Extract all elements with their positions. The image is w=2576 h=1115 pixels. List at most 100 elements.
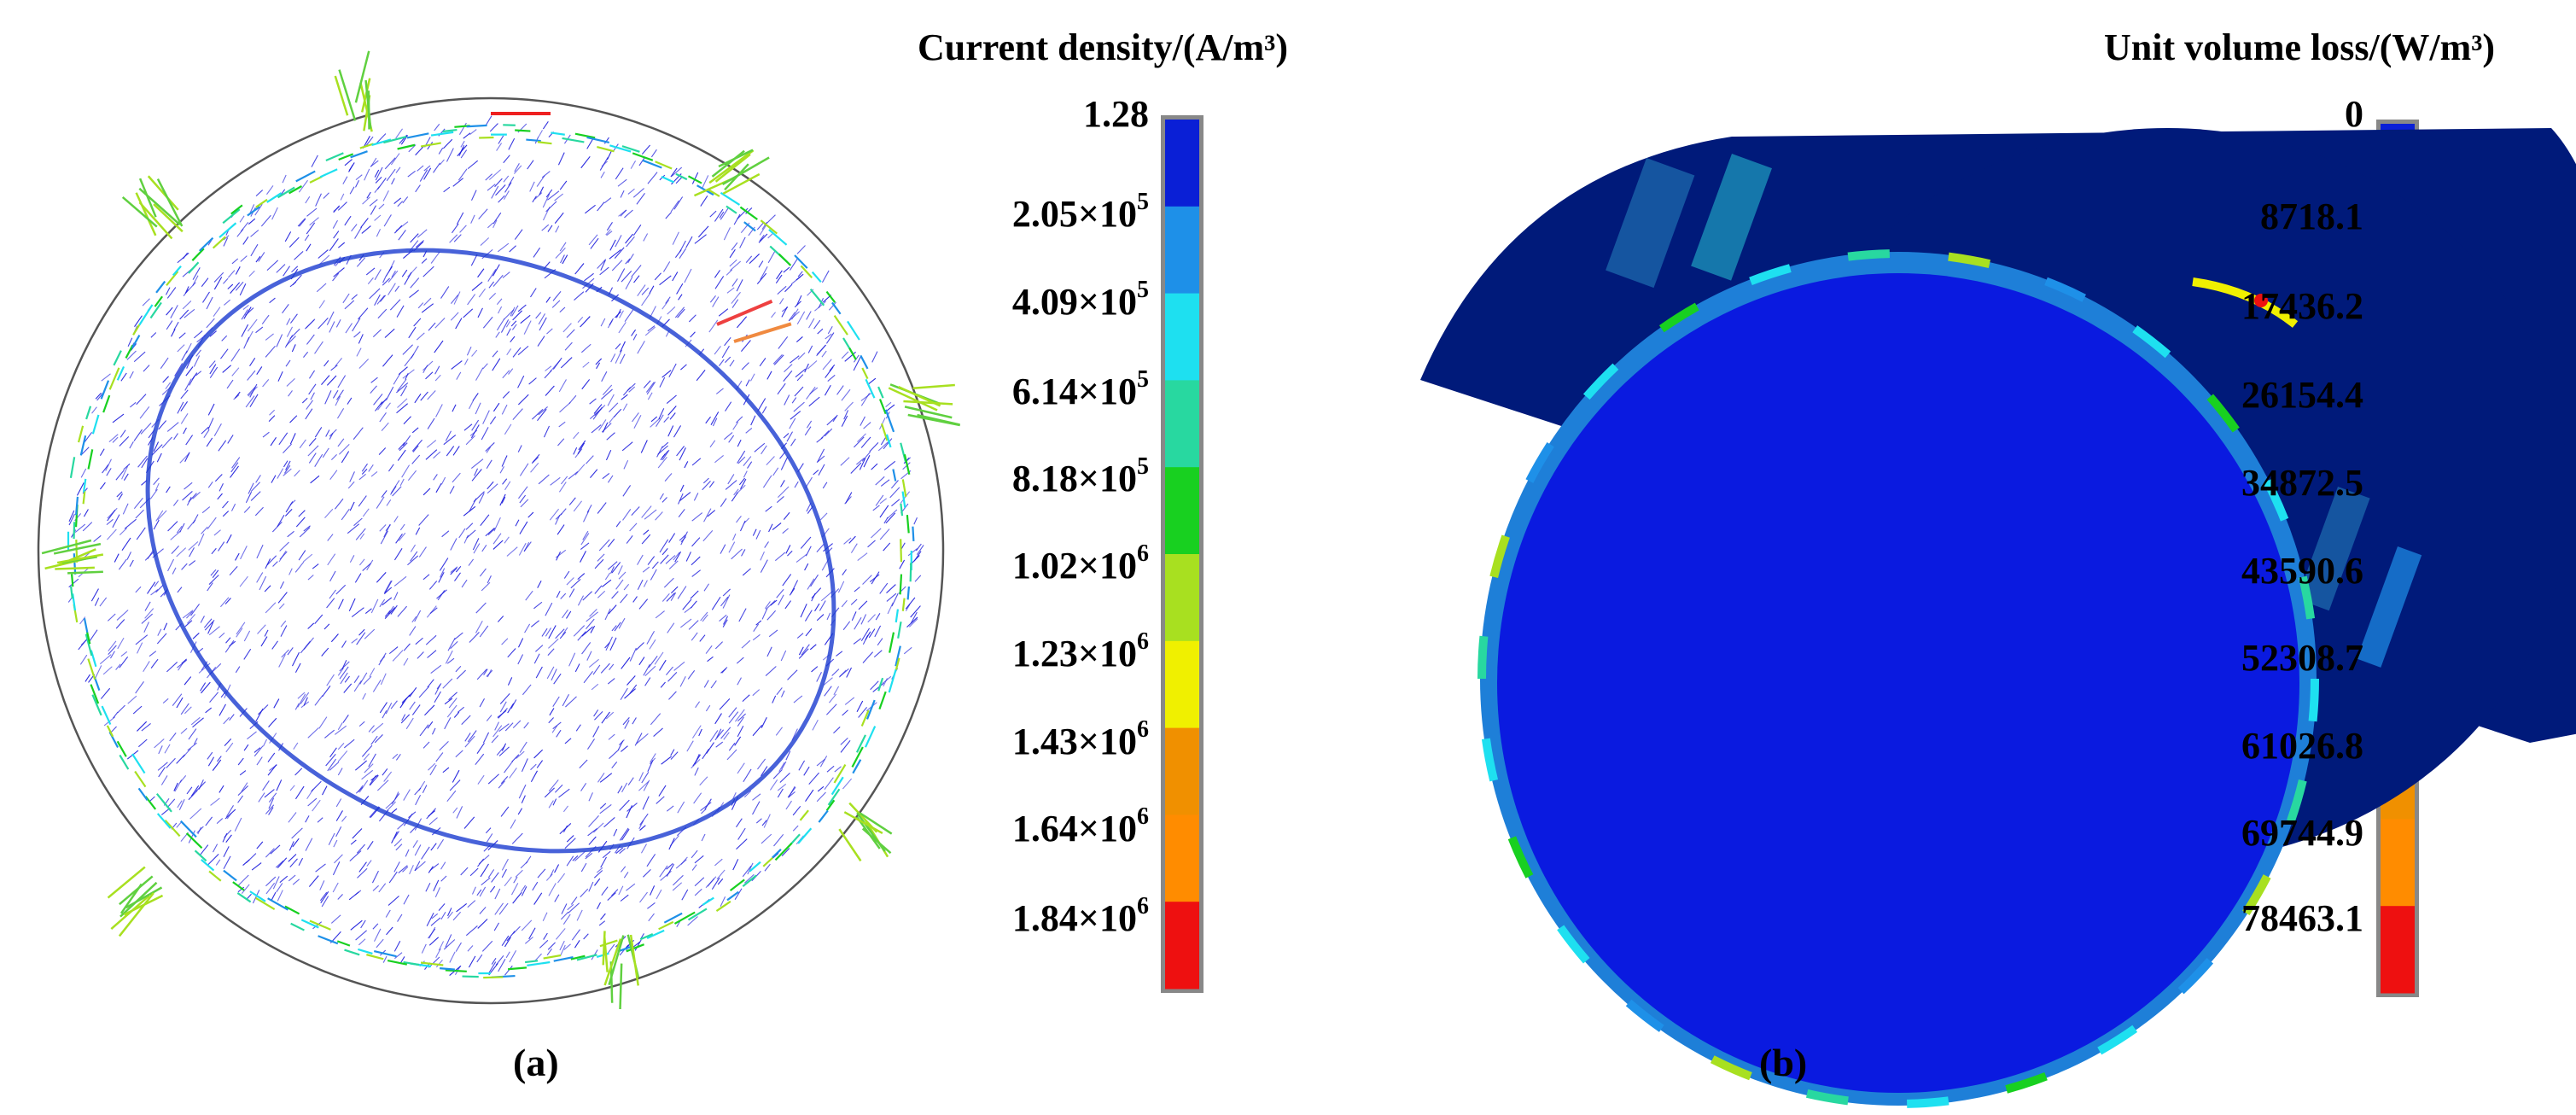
current-vector (464, 733, 471, 742)
current-vector (431, 727, 436, 735)
current-vector (157, 762, 168, 771)
current-vector (530, 770, 538, 783)
current-vector (798, 646, 804, 656)
side-loss-stripe (2297, 487, 2370, 611)
current-vector (314, 453, 323, 467)
current-vector (587, 827, 597, 837)
current-vector (733, 213, 741, 225)
current-vector (787, 669, 798, 680)
current-vector (476, 742, 485, 754)
current-vector (440, 911, 446, 920)
current-vector (440, 286, 450, 299)
current-vector (714, 729, 725, 741)
current-vector (235, 281, 244, 291)
current-vector (809, 387, 819, 394)
current-vector (777, 382, 786, 395)
current-vector (410, 277, 420, 289)
rim-vector (166, 271, 179, 286)
current-vector (527, 160, 534, 170)
current-vector (872, 682, 884, 692)
current-vector (554, 212, 564, 224)
current-vector (816, 543, 825, 553)
current-vector (341, 508, 350, 521)
current-vector (144, 608, 154, 619)
current-vector (720, 498, 727, 507)
current-vector (647, 172, 658, 184)
current-vector (585, 204, 596, 214)
current-vector (101, 373, 111, 382)
current-vector (772, 353, 783, 365)
current-vector (250, 243, 259, 257)
current-vector (209, 692, 219, 703)
current-vector (455, 942, 462, 952)
current-vector (615, 343, 621, 350)
current-vector (666, 666, 673, 675)
current-vector (269, 297, 276, 304)
current-vector (559, 180, 568, 190)
current-vector (485, 442, 495, 452)
rim-vector (91, 414, 100, 435)
current-vector (207, 582, 213, 592)
current-vector (889, 487, 900, 499)
current-vector (562, 323, 572, 333)
current-vector (329, 238, 339, 252)
current-vector (345, 323, 353, 334)
current-vector (800, 536, 812, 549)
current-vector (435, 404, 443, 417)
rim-vector (772, 848, 782, 859)
current-vector (698, 728, 702, 737)
current-vector (397, 378, 407, 392)
rim-vector (137, 787, 149, 801)
current-vector (661, 299, 670, 310)
current-vector (883, 542, 891, 552)
current-vector (409, 865, 414, 875)
current-vector (355, 179, 359, 188)
current-vector (620, 687, 628, 701)
rim-vector (358, 948, 373, 955)
current-vector (887, 602, 894, 615)
current-vector (638, 157, 645, 166)
current-vector (791, 728, 798, 741)
current-vector (207, 751, 213, 760)
current-vector (434, 123, 440, 131)
current-vector (183, 427, 187, 435)
current-vector (305, 838, 313, 851)
current-vector (349, 501, 355, 511)
current-vector (786, 431, 793, 442)
colorbar-b-tick-label: 17436.2 (2241, 285, 2363, 327)
current-vector (192, 633, 200, 639)
current-vector (269, 764, 277, 772)
current-vector (364, 763, 374, 773)
rim-vector (255, 198, 268, 208)
current-vector (409, 626, 417, 636)
current-vector (498, 135, 504, 144)
current-vector (562, 914, 571, 925)
current-vector (694, 877, 705, 887)
current-vector (720, 668, 727, 674)
current-vector (604, 572, 611, 581)
current-vector (166, 422, 179, 432)
current-vector (632, 225, 642, 236)
current-vector (523, 721, 529, 729)
rim-vector (909, 563, 912, 582)
current-vector (428, 817, 438, 826)
current-vector (388, 270, 399, 283)
side-loss-stripe (2357, 546, 2422, 668)
current-vector (294, 768, 303, 776)
current-vector (844, 496, 852, 505)
current-vector (326, 598, 335, 609)
colorbar-b-tick-label: 26154.4 (2241, 374, 2363, 416)
current-vector (485, 115, 492, 126)
current-vector (464, 735, 475, 748)
current-vector (297, 692, 306, 699)
rim-vector (864, 726, 877, 748)
rim-vector (344, 949, 360, 956)
current-vector (341, 451, 350, 464)
current-vector (150, 658, 159, 668)
current-vector (179, 452, 189, 464)
current-vector (592, 664, 601, 675)
current-vector (230, 465, 239, 478)
current-vector (489, 416, 497, 425)
current-vector (772, 695, 777, 703)
current-vector (552, 290, 562, 301)
